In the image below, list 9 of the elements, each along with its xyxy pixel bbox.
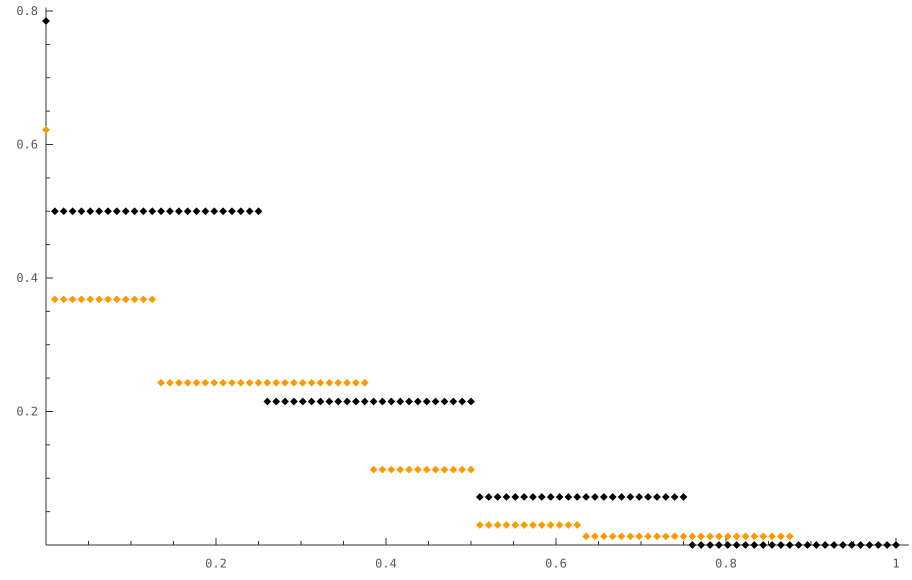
x-tick-label: 0.8 (715, 556, 737, 571)
x-tick-label: 1 (892, 556, 900, 571)
x-tick-label: 0.4 (375, 556, 397, 571)
y-tick-label: 0.6 (16, 137, 38, 152)
y-tick-label: 0.4 (16, 270, 38, 285)
x-tick-label: 0.2 (205, 556, 227, 571)
y-tick-label: 0.2 (16, 404, 38, 418)
x-tick-label: 0.6 (545, 556, 567, 571)
y-tick-label: 0.8 (16, 4, 38, 18)
